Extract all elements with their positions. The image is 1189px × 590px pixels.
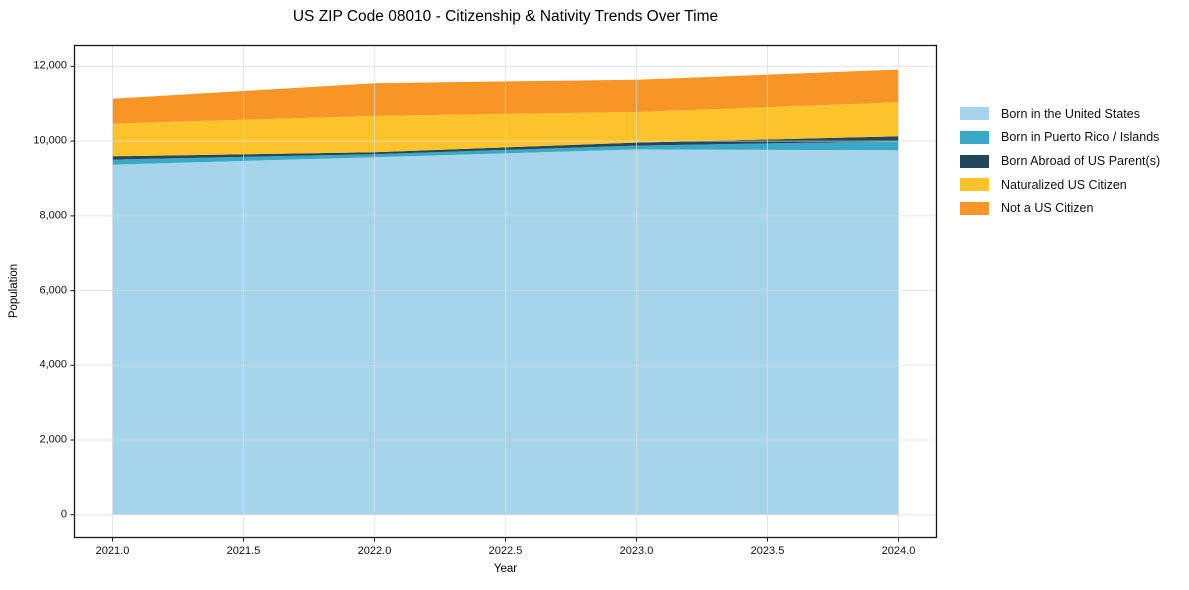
- legend-swatch-icon: [960, 131, 989, 145]
- y-tick-label: 4,000: [39, 358, 67, 371]
- legend-label: Not a US Citizen: [1001, 201, 1094, 216]
- legend-swatch-icon: [960, 107, 989, 121]
- x-tick-label: 2021.0: [95, 545, 130, 557]
- legend-row: Naturalized US Citizen: [960, 173, 1160, 197]
- y-axis-label: Population: [8, 263, 20, 319]
- legend-swatch-icon: [960, 154, 989, 168]
- y-tick-label: 6,000: [39, 284, 67, 297]
- legend-row: Not a US Citizen: [960, 197, 1160, 221]
- y-tick-label: 2,000: [39, 433, 67, 446]
- x-tick-label: 2023.5: [750, 545, 785, 557]
- x-tick-label: 2021.5: [226, 545, 261, 557]
- legend-label: Born Abroad of US Parent(s): [1001, 153, 1161, 168]
- legend-row: Born in Puerto Rico / Islands: [960, 126, 1160, 150]
- x-tick-label: 2023.0: [619, 545, 654, 557]
- y-tick-label: 12,000: [33, 59, 67, 72]
- legend-row: Born Abroad of US Parent(s): [960, 149, 1160, 173]
- y-tick-label: 0: [60, 508, 67, 521]
- legend-swatch-icon: [960, 178, 989, 192]
- legend-row: Born in the United States: [960, 102, 1160, 126]
- legend-swatch-icon: [960, 202, 989, 216]
- x-tick-label: 2022.0: [357, 545, 392, 557]
- x-axis-label: Year: [493, 563, 518, 575]
- x-tick-label: 2022.5: [488, 545, 523, 557]
- x-tick-label: 2024.0: [881, 545, 916, 557]
- chart-title: US ZIP Code 08010 - Citizenship & Nativi…: [292, 8, 719, 25]
- legend: Born in the United States Born in Puerto …: [960, 102, 1160, 220]
- y-tick-label: 10,000: [33, 134, 67, 147]
- legend-label: Born in the United States: [1001, 106, 1140, 121]
- legend-label: Born in Puerto Rico / Islands: [1001, 130, 1160, 145]
- y-tick-label: 8,000: [39, 209, 67, 222]
- legend-label: Naturalized US Citizen: [1001, 177, 1127, 192]
